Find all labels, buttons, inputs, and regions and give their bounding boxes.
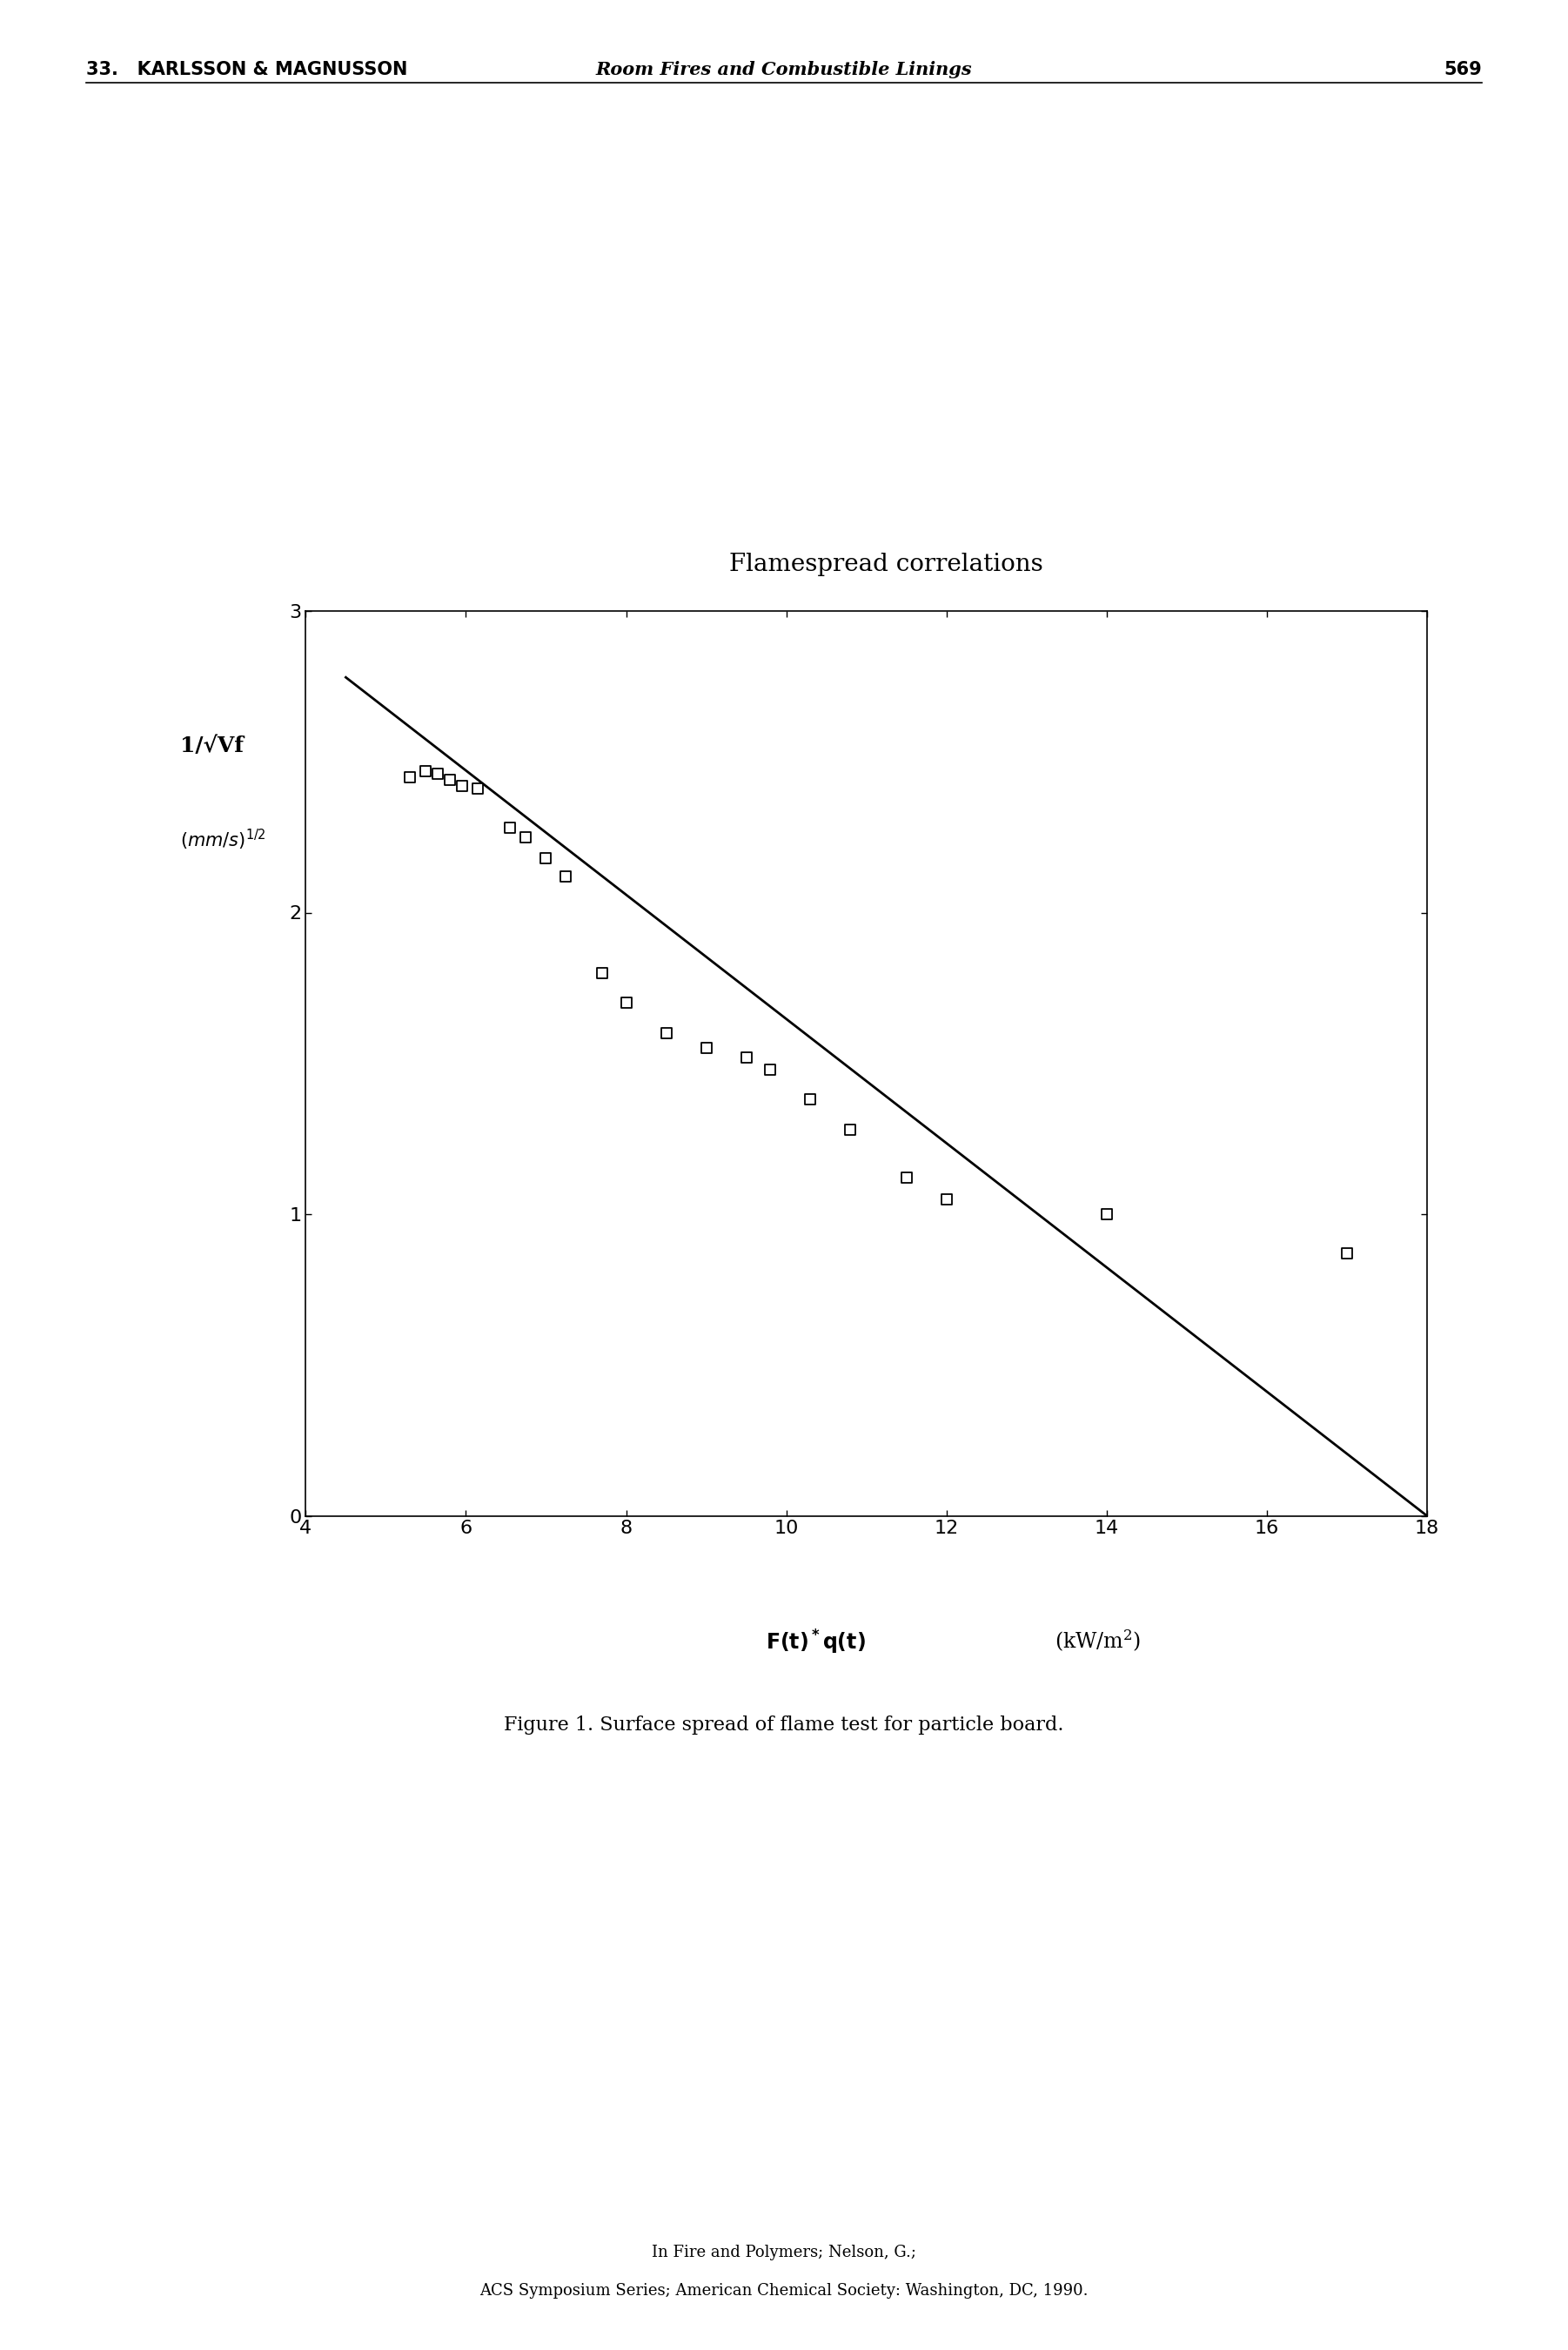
Text: $\mathbf{F(t)^*q(t)}$: $\mathbf{F(t)^*q(t)}$ <box>765 1629 866 1657</box>
Text: 1/√Vf: 1/√Vf <box>180 736 245 757</box>
Point <box>466 771 491 808</box>
Point <box>613 985 638 1022</box>
Point <box>450 766 475 804</box>
Text: Figure 1. Surface spread of flame test for particle board.: Figure 1. Surface spread of flame test f… <box>503 1716 1065 1734</box>
Point <box>837 1112 862 1149</box>
Point <box>397 759 422 797</box>
Text: Room Fires and Combustible Linings: Room Fires and Combustible Linings <box>596 61 972 78</box>
Point <box>414 752 439 790</box>
Text: 569: 569 <box>1444 61 1482 78</box>
Point <box>425 754 450 792</box>
Text: Flamespread correlations: Flamespread correlations <box>729 552 1043 576</box>
Text: 33.   KARLSSON & MAGNUSSON: 33. KARLSSON & MAGNUSSON <box>86 61 408 78</box>
Point <box>894 1159 919 1196</box>
Point <box>798 1081 823 1119</box>
Text: ACS Symposium Series; American Chemical Society: Washington, DC, 1990.: ACS Symposium Series; American Chemical … <box>480 2282 1088 2298</box>
Point <box>497 808 522 846</box>
Text: $(mm/s)^{1/2}$: $(mm/s)^{1/2}$ <box>180 827 267 851</box>
Text: $\mathregular{(kW/m^2)}$: $\mathregular{(kW/m^2)}$ <box>1055 1629 1140 1654</box>
Text: In Fire and Polymers; Nelson, G.;: In Fire and Polymers; Nelson, G.; <box>652 2244 916 2261</box>
Point <box>1334 1234 1359 1271</box>
Point <box>590 954 615 992</box>
Point <box>693 1029 718 1067</box>
Point <box>935 1180 960 1217</box>
Point <box>554 858 579 895</box>
Point <box>757 1050 782 1088</box>
Point <box>734 1039 759 1076</box>
Point <box>1094 1196 1120 1234</box>
Point <box>533 839 558 877</box>
Point <box>654 1015 679 1053</box>
Point <box>437 761 463 799</box>
Point <box>513 818 538 855</box>
